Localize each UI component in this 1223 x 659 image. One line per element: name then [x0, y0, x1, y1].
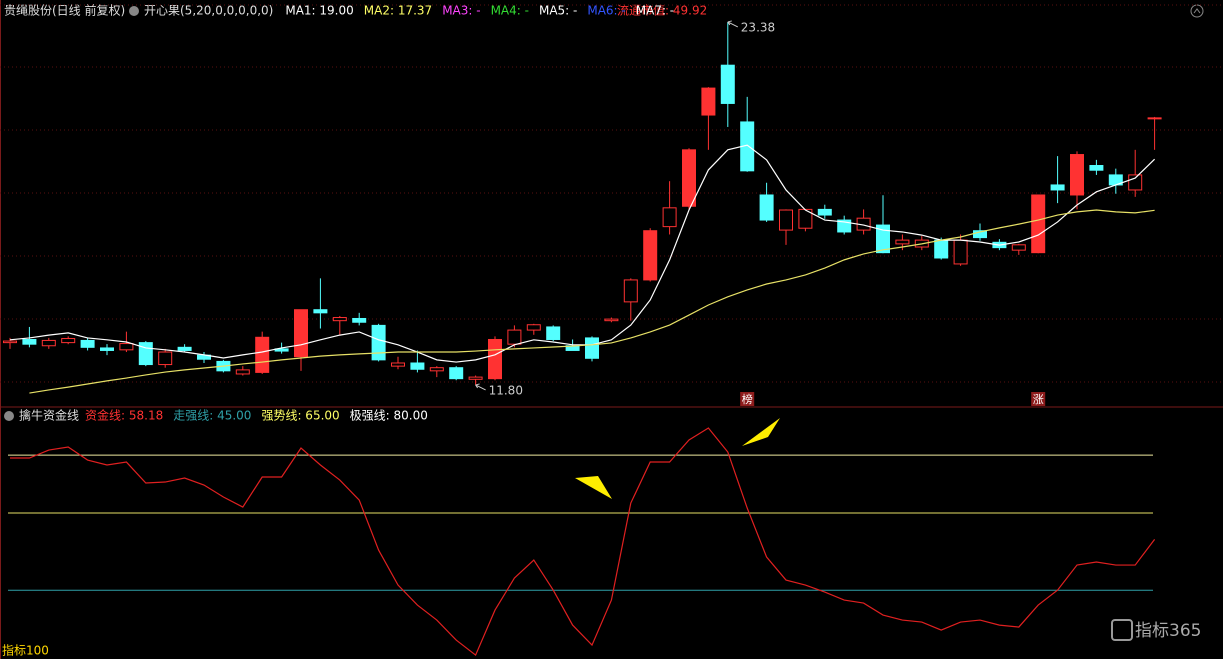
candle-body: [410, 362, 425, 370]
candle-body: [1089, 165, 1104, 171]
candle-body: [429, 367, 444, 372]
candle-body: [41, 339, 56, 347]
candle-body: [526, 324, 541, 331]
high-label: 23.38: [741, 20, 775, 34]
candle-body: [468, 376, 483, 380]
legend-entry: 强势线: 65.00: [261, 409, 339, 423]
candle-body: [352, 317, 367, 323]
candle-body: [255, 336, 270, 373]
candle-body: [1031, 194, 1046, 254]
arrow: [742, 418, 780, 446]
indicator-line: [10, 427, 1156, 657]
stock-title: 贵绳股份(日线 前复权): [4, 3, 125, 18]
candle-body: [682, 149, 696, 207]
indicator-name: 擒牛资金线: [19, 408, 79, 423]
candle-body: [100, 347, 114, 351]
candle-body: [720, 64, 735, 104]
legend-entry: 极强线: 80.00: [350, 409, 428, 423]
signal-box: [740, 392, 755, 406]
candle-body: [235, 369, 250, 375]
candle-body: [3, 340, 17, 344]
ma-line: [9, 144, 1156, 363]
candle-body: [1070, 154, 1084, 196]
settings-icon[interactable]: [4, 411, 14, 421]
candle-body: [1147, 117, 1162, 120]
signal-label: 涨: [1033, 393, 1044, 406]
candle-body: [759, 194, 774, 221]
legend-entry: MA7: -: [636, 4, 674, 18]
candle-body: [895, 239, 910, 245]
candle-body: [119, 343, 134, 351]
candle-body: [507, 329, 522, 345]
candle-body: [61, 338, 76, 344]
signal-label: 榜: [742, 392, 753, 406]
legend-entry: MA6: -: [587, 4, 625, 18]
candle-body: [953, 239, 968, 265]
legend-entry: MA3: -: [442, 4, 480, 18]
candle-body: [662, 207, 677, 228]
candle-body: [80, 339, 95, 348]
candle-body: [876, 224, 890, 254]
candle-body: [274, 348, 289, 352]
candle-body: [294, 309, 308, 358]
legend-entry: 走强线: 45.00: [173, 409, 251, 423]
settings-icon[interactable]: [129, 6, 139, 16]
candle-body: [1050, 184, 1065, 191]
legend-entry: MA4: -: [491, 4, 529, 18]
candle-body: [177, 346, 192, 351]
ma-line: [29, 209, 1155, 394]
annotation-arrow: [475, 383, 486, 391]
candle-body: [1011, 244, 1026, 251]
low-label: 11.80: [489, 383, 523, 397]
candle-body: [313, 309, 328, 314]
candle-body: [585, 337, 599, 359]
legend-entry: MA2: 17.37: [364, 4, 432, 18]
candle-body: [371, 324, 386, 361]
indicator-name: 开心果(5,20,0,0,0,0,0): [144, 4, 273, 18]
candle-body: [138, 342, 153, 366]
candle-body: [1128, 174, 1143, 191]
market-value: 流通市值: 49.92: [617, 3, 707, 18]
arrow: [575, 476, 612, 499]
candle-body: [837, 219, 852, 233]
candle-body: [779, 209, 793, 231]
logo: 指标365: [1111, 619, 1201, 641]
legend-entry: MA1: 19.00: [285, 4, 353, 18]
candle-body: [701, 87, 716, 116]
indicator-footer: 指标100: [2, 643, 49, 658]
candle-body: [391, 362, 405, 367]
signal-box: [1031, 392, 1046, 406]
candle-body: [604, 318, 619, 322]
watermark: 指标365: [1135, 621, 1201, 641]
candle-body: [817, 208, 832, 216]
candle-body: [22, 338, 37, 345]
candle-body: [643, 230, 658, 281]
candle-body: [332, 317, 347, 322]
candle-body: [158, 351, 173, 366]
candle-body: [488, 338, 502, 380]
candle-body: [546, 326, 561, 340]
candle-body: [623, 279, 638, 303]
legend-entry: 资金线: 58.18: [85, 408, 163, 423]
candle-body: [934, 239, 949, 259]
candle-body: [449, 367, 464, 380]
annotation-arrow: [727, 20, 739, 28]
legend-entry: MA5: -: [539, 4, 577, 18]
